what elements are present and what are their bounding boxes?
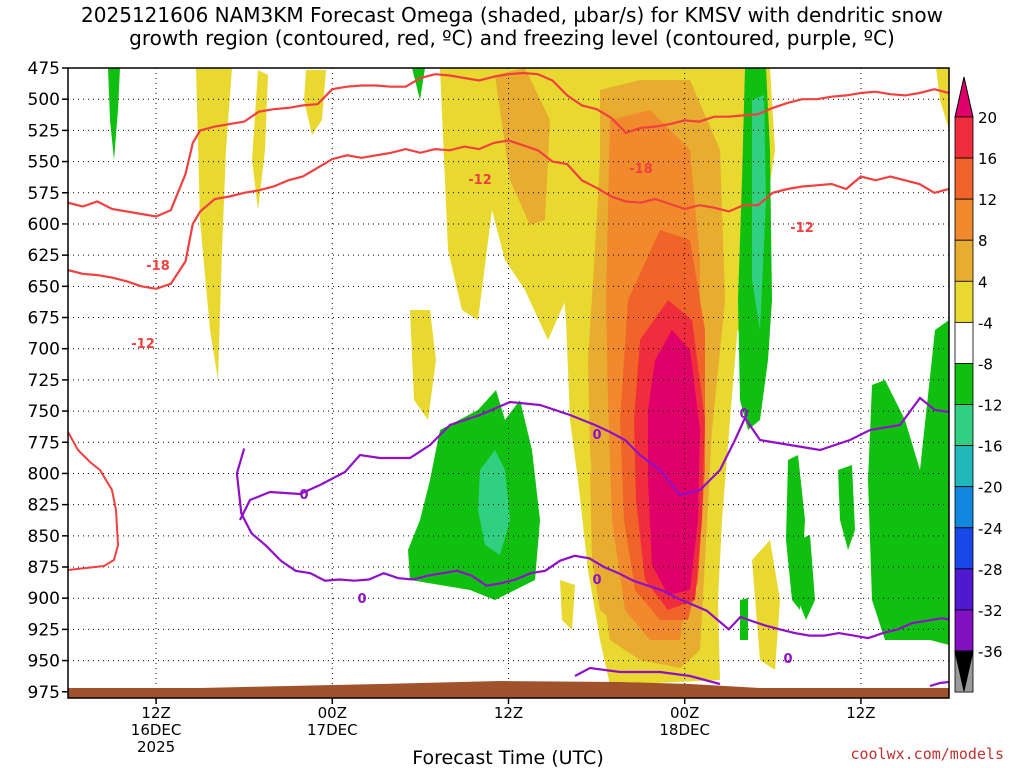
colorbar-label--12: -12 (978, 397, 1003, 415)
x-tick-label-18-2: 17DEC (307, 721, 358, 739)
contour-label-freezing-3: 0 (592, 428, 601, 443)
freezing-contour-upper (239, 400, 747, 521)
freezing-contour-lower (574, 666, 721, 686)
terrain-fill (68, 681, 949, 698)
dgz-contour-left-fragment (68, 431, 120, 571)
y-tick-label-750: 750 (28, 402, 60, 422)
chart-title-line2: growth region (contoured, red, ºC) and f… (129, 26, 895, 50)
colorbar-max-arrow (954, 76, 974, 118)
freezing-contour-upper-right (744, 396, 949, 452)
contour-label-minus12-right: -12 (790, 221, 814, 236)
chart-title-line1: 2025121606 NAM3KM Forecast Omega (shaded… (81, 3, 943, 27)
contour-labels: -18 -12 -12 -18 -12 0 0 0 0 0 0 (131, 162, 814, 667)
y-tick-label-975: 975 (28, 683, 60, 703)
freezing-contour-corner (929, 680, 949, 688)
x-tick-label-42-1: 00Z (670, 704, 699, 722)
y-tick-label-725: 725 (28, 371, 60, 391)
colorbar-label--20: -20 (978, 479, 1003, 497)
colorbar-label-12: 12 (978, 191, 997, 209)
x-axis-label: Forecast Time (UTC) (412, 747, 603, 768)
omega-shading (108, 68, 949, 685)
y-tick-label-550: 550 (28, 153, 60, 173)
y-tick-label-900: 900 (28, 589, 60, 609)
colorbar-label-4: 4 (978, 273, 988, 291)
contour-label-freezing-1: 0 (299, 488, 308, 503)
y-tick-label-650: 650 (28, 277, 60, 297)
y-tick-label-850: 850 (28, 527, 60, 547)
x-tick-label-54-1: 12Z (846, 704, 875, 722)
colorbar-segment-9 (954, 445, 974, 488)
colorbar-label--32: -32 (978, 602, 1003, 620)
colorbar-label--28: -28 (978, 561, 1003, 579)
colorbar-segment-4 (954, 239, 974, 282)
y-tick-label-825: 825 (28, 496, 60, 516)
contour-label-freezing-5: 0 (739, 407, 748, 422)
contour-label-freezing-4: 0 (592, 573, 601, 588)
y-tick-label-800: 800 (28, 464, 60, 484)
contour-label-minus12-left: -12 (131, 337, 155, 352)
colorbar-segment-6 (954, 321, 974, 364)
y-tick-label-675: 675 (28, 309, 60, 329)
contour-series-2 (235, 448, 949, 640)
y-tick-label-475: 475 (28, 59, 60, 79)
x-tick-label-6-3: 2025 (137, 738, 175, 756)
y-tick-label-600: 600 (28, 215, 60, 235)
colorbar-segment-2 (954, 157, 974, 200)
colorbar-label-20: 20 (978, 109, 997, 127)
colorbar-label--8: -8 (978, 355, 993, 373)
x-tick-label-6-1: 12Z (141, 704, 170, 722)
colorbar-segment-5 (954, 280, 974, 323)
colorbar-segment-11 (954, 527, 974, 570)
y-tick-label-525: 525 (28, 121, 60, 141)
colorbar-label-8: 8 (978, 232, 988, 250)
colorbar-segment-3 (954, 198, 974, 241)
colorbar-label--36: -36 (978, 643, 1003, 661)
contour-label-freezing-2: 0 (357, 592, 366, 607)
y-tick-label-775: 775 (28, 433, 60, 453)
colorbar-min-arrow (954, 650, 974, 692)
y-tick-label-875: 875 (28, 558, 60, 578)
colorbar-segment-7 (954, 363, 974, 405)
colorbar-label--24: -24 (978, 520, 1003, 538)
y-axis: 475 500 525 550 575 600 625 650 675 700 725 750 775 8… (28, 59, 68, 703)
colorbar-segment-12 (954, 568, 974, 611)
y-tick-label-700: 700 (28, 340, 60, 360)
y-tick-label-950: 950 (28, 652, 60, 672)
colorbar: 20 16 12 8 4 -4 -8 -12 -16 -20 -24 -28 -32 -36 (954, 76, 1003, 693)
contour-label-freezing-6: 0 (783, 652, 792, 667)
x-tick-label-6-2: 16DEC (131, 721, 182, 739)
x-tick-label-18-1: 00Z (318, 704, 347, 722)
colorbar-label--4: -4 (978, 314, 993, 332)
colorbar-segment-13 (954, 609, 974, 652)
contour-label-minus18-left: -18 (146, 259, 170, 274)
contour-label-minus12-mid: -12 (468, 173, 492, 188)
y-tick-label-625: 625 (28, 246, 60, 266)
y-tick-label-500: 500 (28, 90, 60, 110)
colorbar-label-16: 16 (978, 150, 997, 168)
colorbar-segment-1 (954, 116, 974, 159)
colorbar-segment-8 (954, 404, 974, 447)
y-tick-label-925: 925 (28, 620, 60, 640)
y-tick-label-575: 575 (28, 184, 60, 204)
site-credit: coolwx.com/models (850, 745, 1004, 763)
colorbar-label--16: -16 (978, 438, 1003, 456)
contour-series-1 (68, 139, 949, 290)
x-tick-label-30-1: 12Z (494, 704, 523, 722)
contour-label-minus18-right: -18 (629, 162, 653, 177)
contour-lines (68, 71, 949, 688)
colorbar-segment-10 (954, 486, 974, 529)
contour-series-0 (68, 71, 949, 218)
x-tick-label-42-2: 18DEC (659, 721, 710, 739)
